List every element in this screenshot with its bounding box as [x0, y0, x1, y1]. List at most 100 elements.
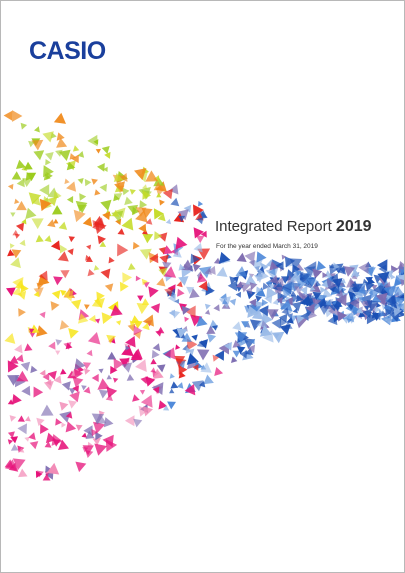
confetti-triangle — [138, 223, 147, 233]
confetti-triangle — [66, 196, 74, 204]
confetti-triangle — [223, 341, 232, 351]
confetti-triangle — [203, 374, 214, 385]
confetti-triangle — [28, 140, 35, 148]
confetti-triangle — [134, 168, 147, 181]
confetti-triangle — [165, 218, 172, 225]
confetti-triangle — [249, 298, 257, 307]
confetti-triangle — [12, 458, 26, 471]
confetti-triangle — [127, 323, 136, 332]
confetti-triangle — [39, 198, 52, 212]
confetti-triangle — [73, 209, 86, 223]
confetti-triangle — [269, 261, 279, 271]
confetti-triangle — [55, 418, 62, 426]
confetti-triangle — [189, 288, 200, 299]
confetti-triangle — [358, 310, 366, 318]
confetti-triangle — [139, 200, 148, 209]
confetti-triangle — [193, 227, 204, 239]
confetti-triangle — [68, 388, 76, 395]
confetti-triangle — [129, 189, 136, 195]
confetti-triangle — [113, 377, 119, 383]
confetti-triangle — [280, 299, 293, 311]
confetti-triangle — [393, 307, 403, 317]
confetti-triangle — [278, 313, 288, 323]
confetti-triangle — [236, 281, 244, 288]
confetti-triangle — [7, 439, 14, 445]
confetti-triangle — [86, 244, 92, 250]
confetti-triangle — [400, 278, 404, 287]
confetti-triangle — [107, 351, 117, 360]
confetti-triangle — [305, 295, 314, 305]
confetti-triangle — [383, 303, 391, 311]
confetti-triangle — [366, 300, 379, 312]
confetti-triangle — [28, 328, 35, 334]
confetti-triangle — [340, 278, 346, 284]
confetti-triangle — [321, 280, 329, 288]
confetti-triangle — [77, 178, 84, 185]
confetti-triangle — [192, 263, 201, 272]
confetti-triangle — [176, 327, 188, 339]
confetti-triangle — [72, 376, 84, 388]
confetti-triangle — [199, 381, 206, 388]
confetti-triangle — [62, 289, 74, 302]
confetti-triangle — [156, 192, 162, 198]
confetti-triangle — [158, 400, 168, 410]
confetti-triangle — [77, 151, 85, 158]
confetti-triangle — [45, 159, 51, 166]
confetti-triangle — [154, 231, 163, 241]
confetti-triangle — [185, 305, 196, 318]
confetti-triangle — [11, 171, 22, 180]
confetti-triangle — [309, 285, 316, 292]
confetti-triangle — [145, 376, 156, 387]
confetti-triangle — [75, 200, 88, 213]
confetti-triangle — [61, 381, 71, 391]
confetti-triangle — [47, 370, 57, 380]
confetti-triangle — [153, 368, 164, 379]
confetti-triangle — [249, 338, 255, 345]
confetti-triangle — [163, 266, 177, 278]
confetti-triangle — [66, 161, 76, 171]
confetti-triangle — [22, 178, 33, 187]
confetti-triangle — [312, 291, 322, 300]
confetti-triangle — [7, 375, 20, 386]
confetti-triangle — [158, 247, 166, 254]
confetti-triangle — [176, 281, 183, 288]
confetti-triangle — [42, 131, 54, 143]
confetti-triangle — [35, 234, 44, 243]
confetti-triangle — [106, 334, 116, 344]
confetti-triangle — [141, 278, 148, 286]
confetti-triangle — [317, 297, 327, 308]
confetti-triangle — [275, 277, 284, 286]
confetti-triangle — [85, 254, 91, 261]
confetti-triangle — [9, 415, 17, 422]
confetti-triangle — [58, 149, 71, 161]
confetti-triangle — [69, 153, 77, 160]
confetti-triangle — [205, 285, 215, 296]
confetti-triangle — [60, 290, 67, 296]
confetti-triangle — [377, 271, 390, 284]
confetti-triangle — [236, 252, 247, 262]
confetti-triangle — [25, 172, 34, 181]
confetti-triangle — [113, 358, 124, 371]
confetti-triangle — [119, 173, 128, 182]
confetti-triangle — [87, 134, 98, 147]
confetti-triangle — [153, 181, 164, 191]
confetti-triangle — [218, 251, 231, 264]
confetti-triangle — [192, 364, 199, 371]
confetti-triangle — [105, 394, 113, 401]
confetti-triangle — [196, 235, 205, 244]
confetti-triangle — [256, 317, 268, 329]
confetti-triangle — [248, 259, 255, 267]
confetti-triangle — [106, 386, 118, 398]
confetti-triangle — [16, 178, 25, 188]
confetti-triangle — [150, 367, 156, 373]
confetti-triangle — [14, 198, 20, 204]
confetti-triangle — [183, 204, 192, 213]
confetti-triangle — [145, 170, 159, 182]
confetti-triangle — [142, 233, 154, 244]
confetti-triangle — [103, 166, 108, 172]
confetti-triangle — [68, 236, 75, 243]
confetti-triangle — [316, 260, 326, 271]
confetti-triangle — [299, 286, 308, 295]
confetti-triangle — [396, 263, 404, 270]
